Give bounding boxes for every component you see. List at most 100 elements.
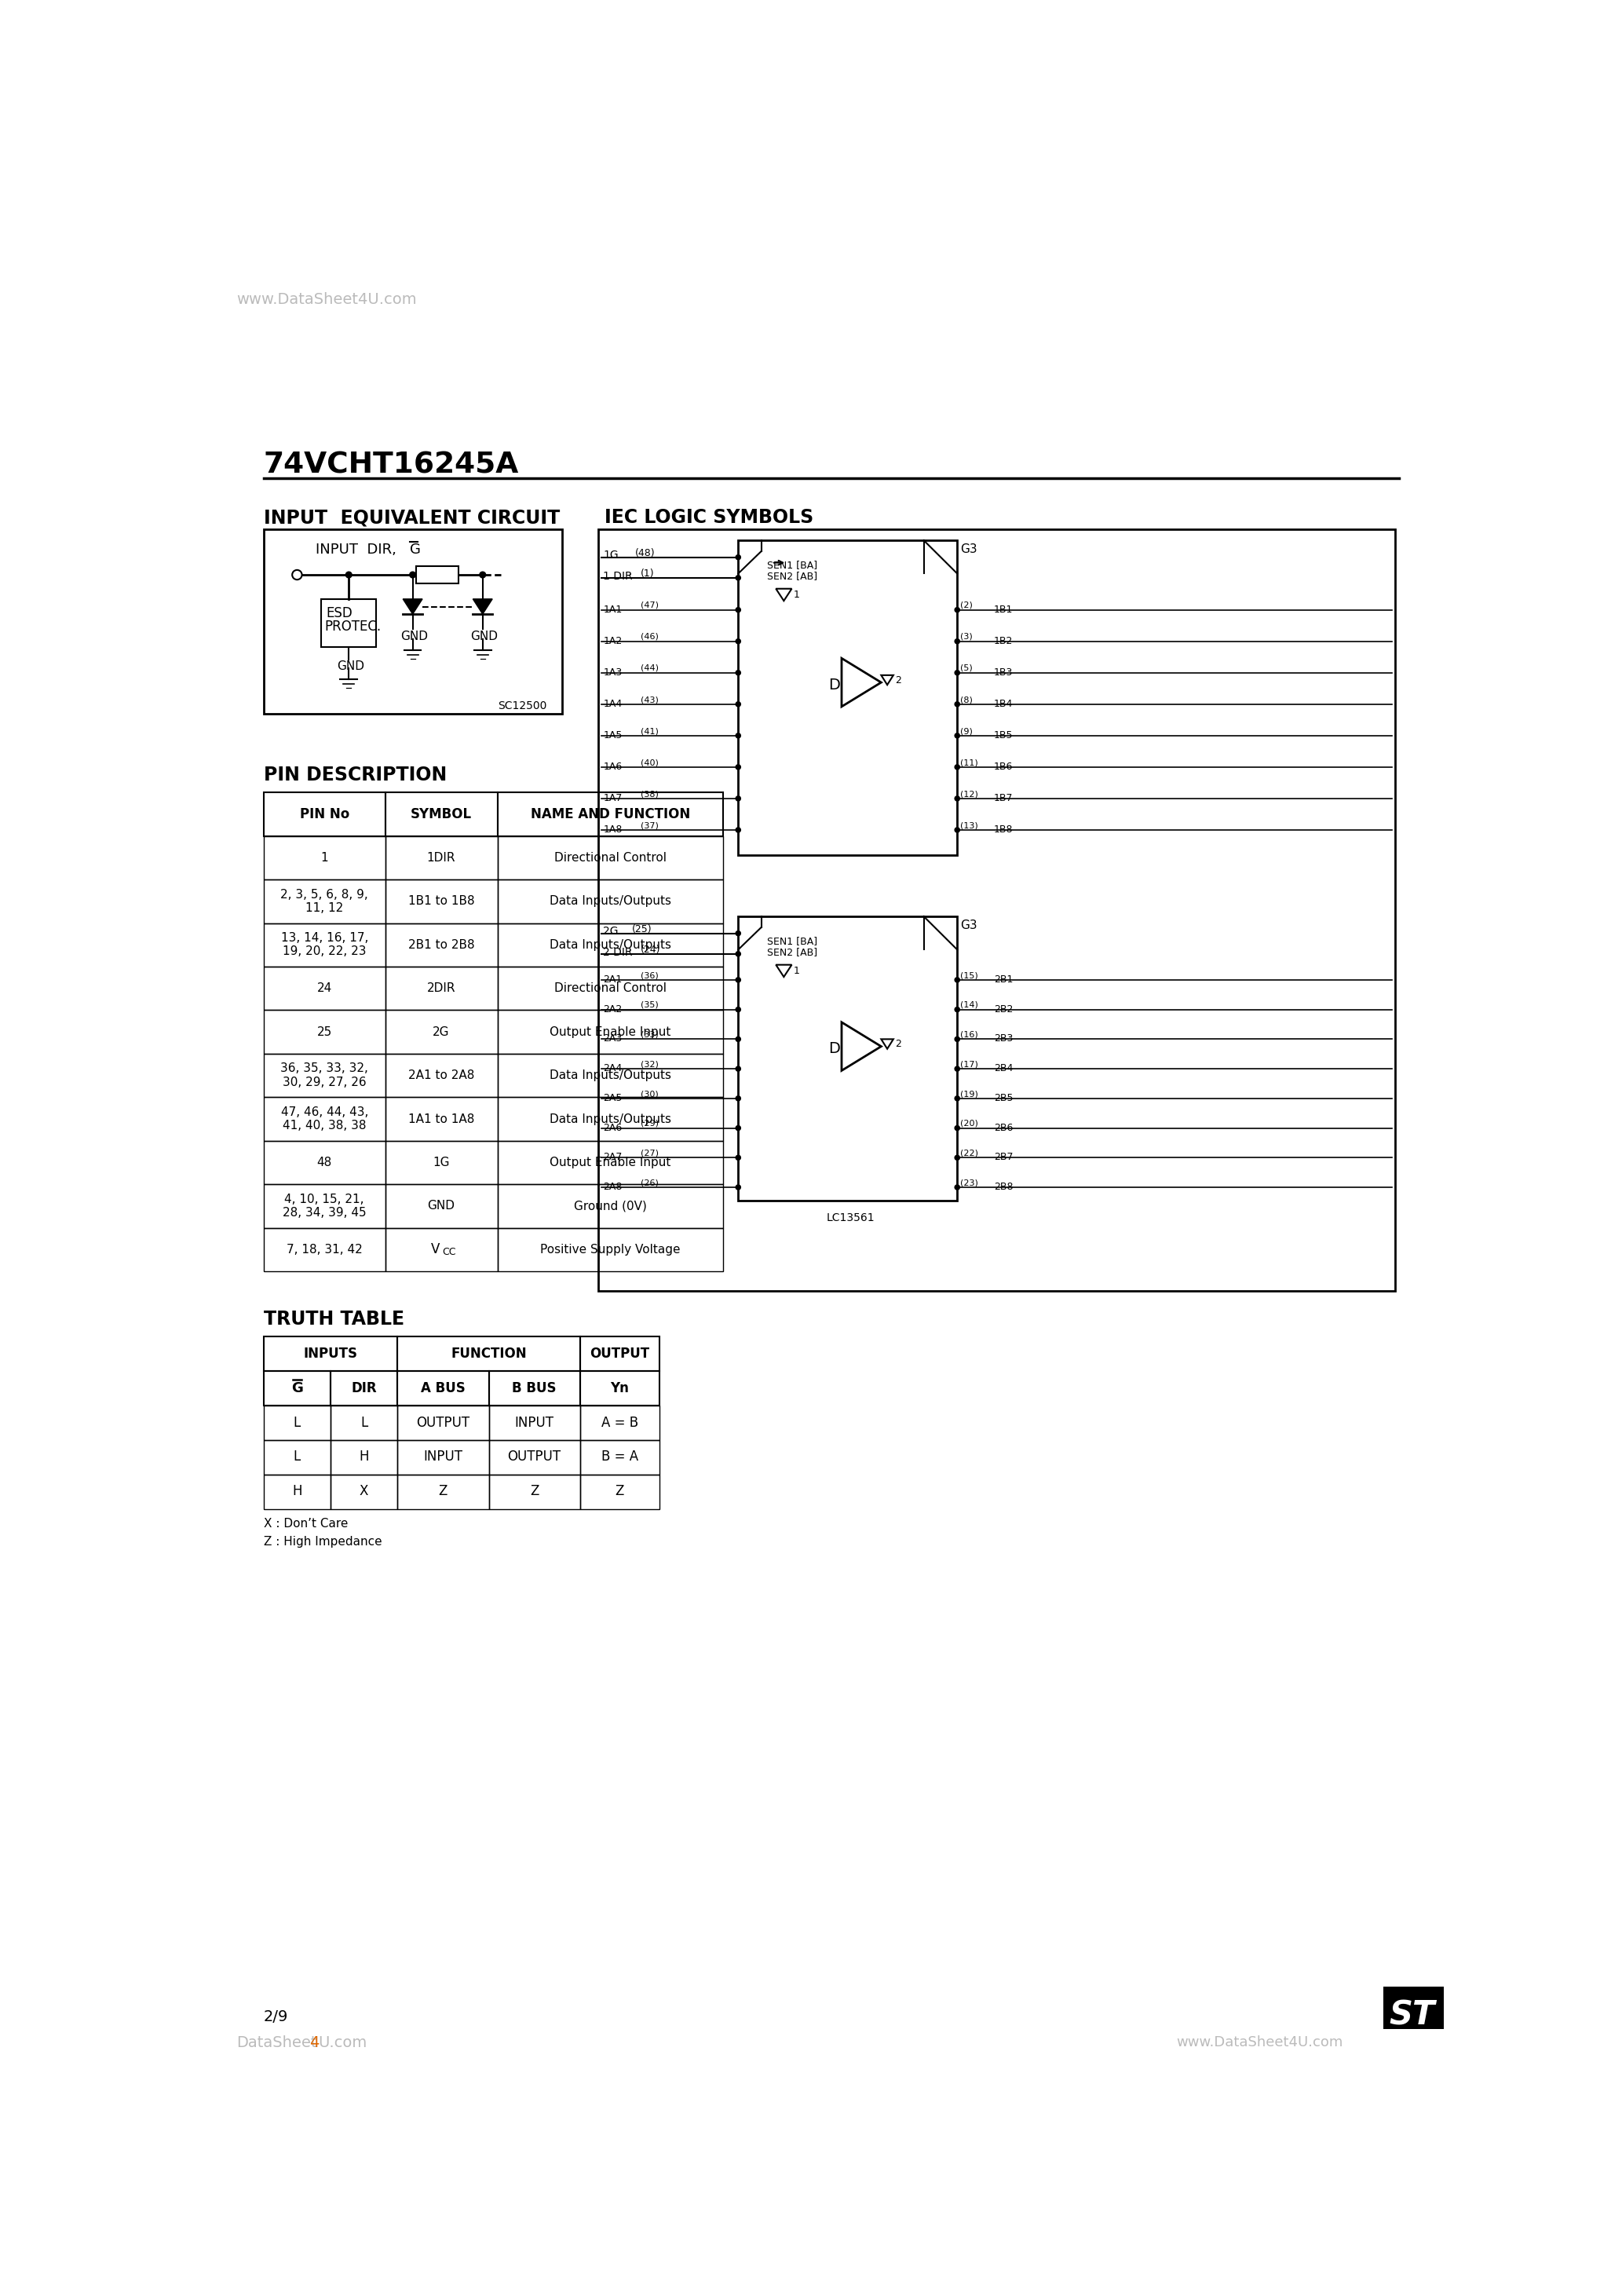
Text: SEN2 [AB]: SEN2 [AB]	[767, 946, 817, 957]
Text: (24): (24)	[641, 946, 660, 955]
Text: 2/9: 2/9	[264, 2009, 289, 2025]
Text: (41): (41)	[641, 728, 659, 735]
Bar	[397, 1371, 488, 1405]
Text: (13): (13)	[960, 822, 978, 829]
Text: DIR: DIR	[352, 1380, 376, 1396]
Text: Positive Supply Voltage: Positive Supply Voltage	[540, 1244, 681, 1256]
Text: 1B1 to 1B8: 1B1 to 1B8	[409, 895, 475, 907]
Polygon shape	[474, 599, 493, 613]
Text: 2A3: 2A3	[603, 1033, 623, 1045]
Bar	[386, 1141, 498, 1185]
Text: U.com: U.com	[318, 2034, 367, 2050]
Text: SC12500: SC12500	[498, 700, 547, 712]
Bar	[498, 967, 723, 1010]
Bar	[264, 1405, 331, 1440]
Text: (38): (38)	[641, 790, 659, 799]
Text: G3: G3	[960, 544, 976, 556]
Circle shape	[736, 1155, 741, 1159]
Text: 2A5: 2A5	[603, 1093, 623, 1102]
Circle shape	[955, 1008, 960, 1013]
Text: www.DataSheet4U.com: www.DataSheet4U.com	[237, 292, 417, 308]
Text: D: D	[829, 677, 840, 693]
Bar	[498, 1141, 723, 1185]
Text: Data Inputs/Outputs: Data Inputs/Outputs	[550, 1114, 672, 1125]
Text: 24: 24	[316, 983, 333, 994]
Text: Z : High Impedance: Z : High Impedance	[264, 1536, 381, 1548]
Text: 1A6: 1A6	[603, 762, 623, 771]
Text: Ground (0V): Ground (0V)	[574, 1201, 647, 1212]
Circle shape	[736, 951, 741, 957]
Bar	[386, 836, 498, 879]
Text: (33): (33)	[641, 1031, 659, 1038]
Text: 1G: 1G	[433, 1157, 449, 1169]
Text: D: D	[829, 1042, 840, 1056]
Bar	[397, 1440, 488, 1474]
Text: PROTEC.: PROTEC.	[324, 620, 381, 634]
Text: 1: 1	[321, 852, 328, 863]
Text: H: H	[358, 1449, 368, 1465]
Text: 1B5: 1B5	[994, 730, 1014, 739]
Circle shape	[955, 797, 960, 801]
Circle shape	[410, 572, 415, 579]
Text: Directional Control: Directional Control	[555, 983, 667, 994]
Bar	[331, 1371, 397, 1405]
Text: L: L	[294, 1449, 300, 1465]
Text: (3): (3)	[960, 634, 973, 641]
Circle shape	[736, 827, 741, 833]
Circle shape	[736, 1185, 741, 1189]
Circle shape	[736, 1095, 741, 1100]
Text: 2B1: 2B1	[994, 974, 1012, 985]
Bar	[498, 923, 723, 967]
Text: 2A1 to 2A8: 2A1 to 2A8	[409, 1070, 474, 1081]
Text: (16): (16)	[960, 1031, 978, 1038]
Bar	[264, 1228, 386, 1272]
Text: (37): (37)	[641, 822, 659, 829]
Text: (29): (29)	[641, 1120, 659, 1127]
Circle shape	[955, 1125, 960, 1130]
Bar	[331, 1440, 397, 1474]
Bar	[264, 923, 386, 967]
Text: GND: GND	[337, 661, 363, 673]
Circle shape	[345, 572, 352, 579]
Circle shape	[736, 1065, 741, 1072]
Bar	[498, 1185, 723, 1228]
Text: 2B2: 2B2	[994, 1003, 1012, 1015]
Text: (9): (9)	[960, 728, 973, 735]
Text: www.DataSheet4U.com: www.DataSheet4U.com	[1176, 2034, 1343, 2048]
Text: PIN No: PIN No	[300, 808, 349, 822]
Text: 1A8: 1A8	[603, 824, 623, 836]
Text: Directional Control: Directional Control	[555, 852, 667, 863]
Text: OUTPUT: OUTPUT	[508, 1449, 561, 1465]
Bar	[397, 1474, 488, 1508]
Text: ST: ST	[1388, 2000, 1435, 2032]
Circle shape	[736, 638, 741, 643]
Text: Z: Z	[615, 1483, 624, 1499]
Bar	[397, 1405, 488, 1440]
Bar	[498, 1228, 723, 1272]
Text: 2: 2	[895, 675, 902, 687]
Text: 2A7: 2A7	[603, 1153, 623, 1162]
Text: (30): (30)	[641, 1091, 659, 1097]
Circle shape	[736, 576, 741, 581]
Circle shape	[736, 556, 741, 560]
Text: CC: CC	[443, 1247, 456, 1258]
Bar	[488, 1440, 581, 1474]
Text: (8): (8)	[960, 696, 973, 703]
Circle shape	[736, 978, 741, 983]
Text: (40): (40)	[641, 758, 659, 767]
Text: (35): (35)	[641, 1001, 659, 1008]
Bar	[264, 1054, 386, 1097]
Text: A = B: A = B	[602, 1414, 637, 1430]
Text: (47): (47)	[641, 602, 659, 608]
Text: 2A4: 2A4	[603, 1063, 623, 1075]
Text: 2B7: 2B7	[994, 1153, 1014, 1162]
Text: 1B6: 1B6	[994, 762, 1012, 771]
Text: 2 DIR: 2 DIR	[603, 946, 633, 957]
Text: Output Enable Input: Output Enable Input	[550, 1026, 672, 1038]
Text: X: X	[360, 1483, 368, 1499]
Text: L: L	[360, 1414, 368, 1430]
Text: 48: 48	[316, 1157, 333, 1169]
Text: (26): (26)	[641, 1178, 659, 1187]
Text: 4, 10, 15, 21,
28, 34, 39, 45: 4, 10, 15, 21, 28, 34, 39, 45	[282, 1194, 367, 1219]
Text: (20): (20)	[960, 1120, 978, 1127]
